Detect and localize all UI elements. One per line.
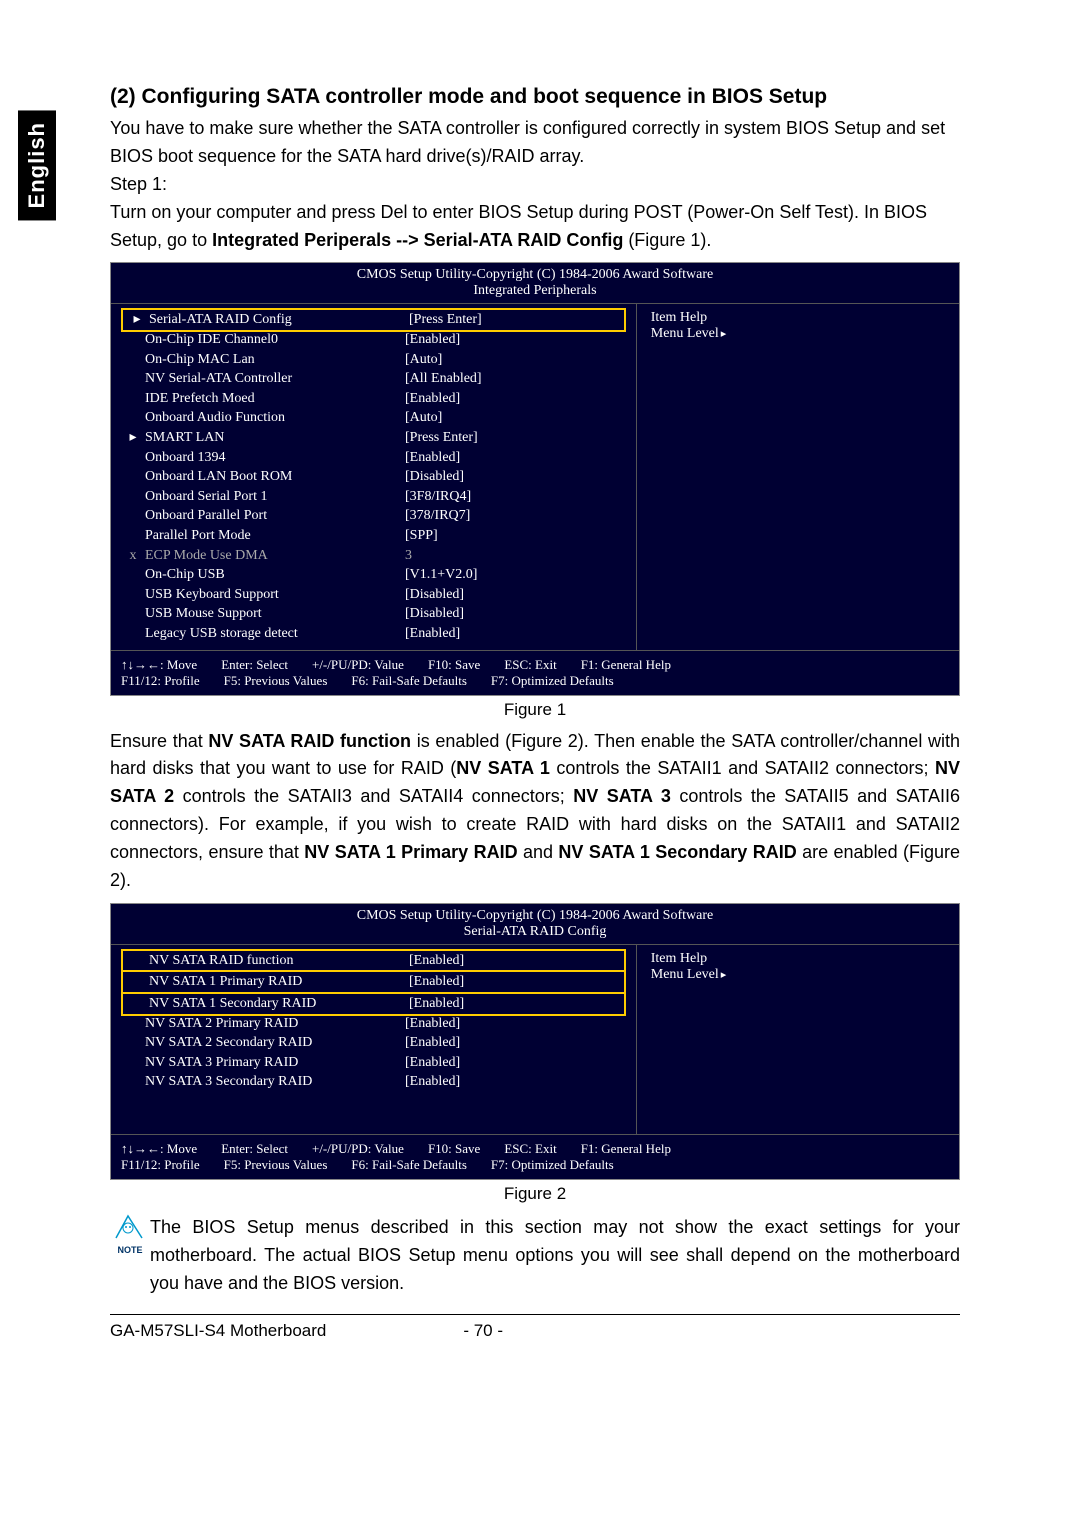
bios-menu-row: On-Chip IDE Channel0[Enabled] [121, 330, 626, 350]
bios-menu-row: NV SATA 1 Primary RAID[Enabled] [121, 970, 626, 994]
intro-text-1: You have to make sure whether the SATA c… [110, 115, 960, 171]
bios2-header: CMOS Setup Utility-Copyright (C) 1984-20… [111, 904, 959, 945]
bios1-footer: ↑↓→←: MoveEnter: Select+/-/PU/PD: ValueF… [111, 651, 959, 695]
bios-menu-row: Onboard Parallel Port[378/IRQ7] [121, 506, 626, 526]
bios-menu-row: NV SATA RAID function[Enabled] [121, 949, 626, 973]
section-title: (2) Configuring SATA controller mode and… [110, 85, 960, 109]
step-label: Step 1: [110, 171, 960, 199]
bios-menu-row: USB Mouse Support[Disabled] [121, 604, 626, 624]
bios-menu-row: NV SATA 3 Secondary RAID[Enabled] [121, 1072, 626, 1092]
figure-1-caption: Figure 1 [110, 700, 960, 720]
figure-2-caption: Figure 2 [110, 1184, 960, 1204]
footer-model: GA-M57SLI-S4 Motherboard [110, 1321, 326, 1341]
footer-page-number: - 70 - [463, 1321, 503, 1341]
bios2-menu: NV SATA RAID function[Enabled]NV SATA 1 … [111, 945, 637, 1134]
bios2-footer: ↑↓→←: MoveEnter: Select+/-/PU/PD: ValueF… [111, 1135, 959, 1179]
bios-menu-row: Onboard Audio Function[Auto] [121, 408, 626, 428]
bios-menu-row: USB Keyboard Support[Disabled] [121, 585, 626, 605]
note-block: NOTE The BIOS Setup menus described in t… [110, 1214, 960, 1298]
bios-menu-row: On-Chip MAC Lan[Auto] [121, 350, 626, 370]
page-footer: GA-M57SLI-S4 Motherboard - 70 - [110, 1314, 960, 1341]
bios-figure-2: CMOS Setup Utility-Copyright (C) 1984-20… [110, 903, 960, 1180]
bios1-help: Item Help Menu Level [637, 304, 959, 649]
bios-menu-row: IDE Prefetch Moed[Enabled] [121, 389, 626, 409]
bios-menu-row: NV SATA 3 Primary RAID[Enabled] [121, 1053, 626, 1073]
bios-menu-row: On-Chip USB[V1.1+V2.0] [121, 565, 626, 585]
note-icon: NOTE [110, 1214, 150, 1255]
bios-menu-row: ▸Serial-ATA RAID Config[Press Enter] [121, 308, 626, 332]
bios-menu-row: NV SATA 2 Primary RAID[Enabled] [121, 1014, 626, 1034]
bios-menu-row: NV SATA 1 Secondary RAID[Enabled] [121, 992, 626, 1016]
paragraph-2: Ensure that NV SATA RAID function is ena… [110, 728, 960, 895]
bios-menu-row: Parallel Port Mode[SPP] [121, 526, 626, 546]
bios1-menu: ▸Serial-ATA RAID Config[Press Enter]On-C… [111, 304, 637, 649]
bios2-help: Item Help Menu Level [637, 945, 959, 1134]
bios-menu-row: NV SATA 2 Secondary RAID[Enabled] [121, 1033, 626, 1053]
bios-menu-row: Onboard LAN Boot ROM[Disabled] [121, 467, 626, 487]
language-tab: English [18, 110, 56, 220]
bios-menu-row: Legacy USB storage detect[Enabled] [121, 624, 626, 644]
intro-text-2: Turn on your computer and press Del to e… [110, 199, 960, 255]
note-text: The BIOS Setup menus described in this s… [150, 1214, 960, 1298]
bios-menu-row: ▸SMART LAN[Press Enter] [121, 428, 626, 448]
main-content: (2) Configuring SATA controller mode and… [110, 85, 960, 1341]
bios-menu-row: Onboard Serial Port 1[3F8/IRQ4] [121, 487, 626, 507]
bios1-header: CMOS Setup Utility-Copyright (C) 1984-20… [111, 263, 959, 304]
bios-figure-1: CMOS Setup Utility-Copyright (C) 1984-20… [110, 262, 960, 695]
bios-menu-row: xECP Mode Use DMA3 [121, 546, 626, 566]
bios-menu-row: Onboard 1394[Enabled] [121, 448, 626, 468]
bios-menu-row: NV Serial-ATA Controller[All Enabled] [121, 369, 626, 389]
